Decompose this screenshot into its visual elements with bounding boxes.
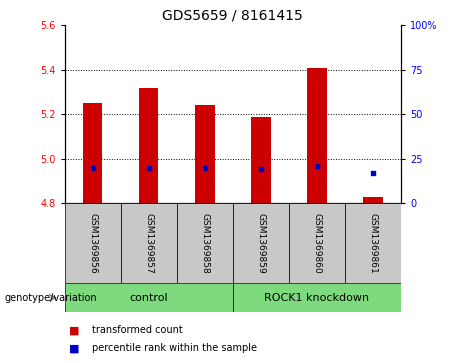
Text: GSM1369860: GSM1369860 [313,213,321,274]
Title: GDS5659 / 8161415: GDS5659 / 8161415 [162,9,303,23]
Text: transformed count: transformed count [92,325,183,335]
Text: GSM1369859: GSM1369859 [256,213,266,274]
Bar [195,105,214,203]
Bar [363,197,383,203]
Text: GSM1369861: GSM1369861 [368,213,378,274]
Bar [177,203,233,283]
Text: ■: ■ [69,325,80,335]
Bar [251,117,271,203]
Text: GSM1369856: GSM1369856 [88,213,97,274]
Bar [65,283,233,312]
Bar [345,203,401,283]
Text: ROCK1 knockdown: ROCK1 knockdown [264,293,370,303]
Bar [83,103,102,203]
Bar [121,203,177,283]
Bar [233,283,401,312]
Bar [233,203,289,283]
Bar [289,203,345,283]
Bar [139,87,159,203]
Text: GSM1369857: GSM1369857 [144,213,153,274]
Bar [65,203,121,283]
Text: control: control [130,293,168,303]
Text: percentile rank within the sample: percentile rank within the sample [92,343,257,354]
Text: genotype/variation: genotype/variation [5,293,97,303]
Text: GSM1369858: GSM1369858 [200,213,209,274]
Bar [307,68,327,203]
Text: ■: ■ [69,343,80,354]
